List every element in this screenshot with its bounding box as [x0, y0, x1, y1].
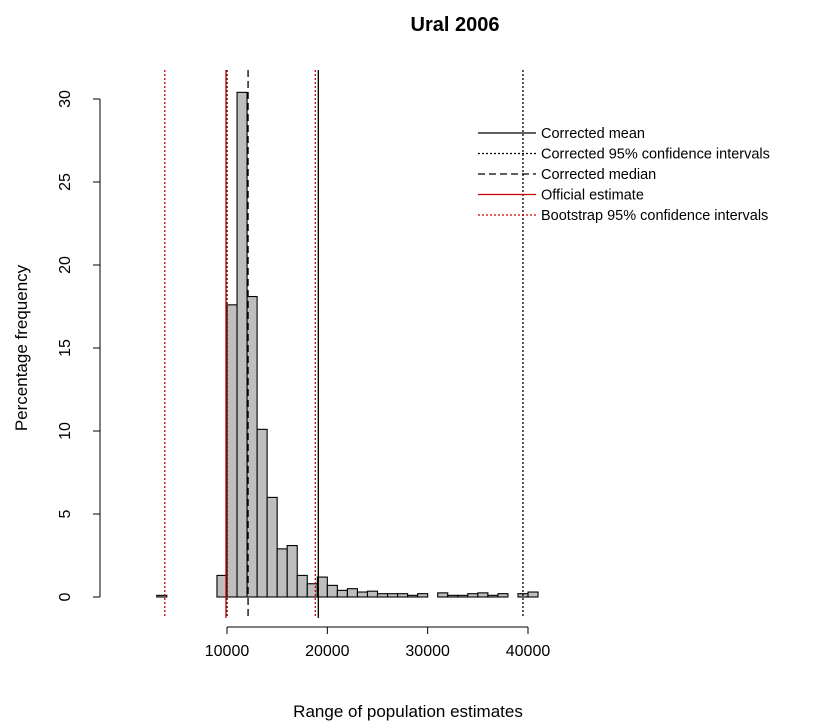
- histogram-bar: [346, 588, 358, 598]
- legend-label: Bootstrap 95% confidence intervals: [541, 208, 768, 224]
- legend-item: Corrected mean: [478, 126, 645, 142]
- y-tick-label: 10: [57, 422, 74, 440]
- histogram-bar: [407, 594, 419, 598]
- y-tick-label: 30: [57, 90, 74, 108]
- y-tick-label: 0: [57, 592, 74, 601]
- legend-item: Official estimate: [478, 188, 644, 204]
- y-tick-label: 20: [57, 256, 74, 274]
- histogram-bar: [527, 591, 539, 598]
- legend-label: Official estimate: [541, 188, 644, 204]
- y-tick-label: 25: [57, 173, 74, 191]
- histogram-bar: [336, 589, 348, 598]
- y-tick-label: 15: [57, 339, 74, 357]
- histogram-bar: [417, 593, 429, 598]
- histogram-bar: [266, 496, 278, 598]
- histogram-bar: [437, 592, 449, 598]
- legend-item: Corrected median: [478, 167, 656, 183]
- chart-title: Ural 2006: [411, 14, 500, 36]
- x-tick-label: 10000: [205, 643, 250, 660]
- histogram-bar: [386, 593, 399, 598]
- y-axis: 0 5 10 15 20 25 30: [57, 90, 101, 601]
- x-tick-label: 20000: [305, 643, 350, 660]
- legend-item: Corrected 95% confidence intervals: [478, 147, 770, 163]
- histogram-bar: [447, 594, 459, 598]
- histogram-bar: [236, 91, 248, 598]
- histogram-bar: [477, 592, 489, 598]
- y-tick-label: 5: [57, 509, 74, 518]
- legend-label: Corrected median: [541, 167, 656, 183]
- chart-legend: Corrected mean Corrected 95% confidence i…: [478, 126, 770, 224]
- histogram-bar: [156, 594, 168, 598]
- histogram-bar: [457, 594, 469, 598]
- histogram-bar: [356, 591, 369, 598]
- histogram-bar: [397, 593, 409, 598]
- x-axis-label: Range of population estimates: [293, 702, 523, 721]
- legend-label: Corrected 95% confidence intervals: [541, 147, 770, 163]
- histogram-bar: [296, 574, 308, 598]
- x-tick-label: 40000: [506, 643, 551, 660]
- histogram-bar: [497, 593, 509, 598]
- histogram-bar: [326, 584, 338, 598]
- reference-lines: [164, 70, 524, 618]
- x-tick-label: 30000: [405, 643, 450, 660]
- y-axis-label: Percentage frequency: [12, 264, 31, 431]
- histogram-bar: [256, 428, 268, 598]
- histogram-bar: [467, 593, 479, 598]
- histogram-bars: [156, 91, 539, 598]
- histogram-bar: [376, 593, 389, 598]
- x-axis: 10000 20000 30000 40000: [205, 626, 551, 660]
- histogram-bar: [487, 594, 499, 598]
- histogram-bar: [286, 544, 298, 598]
- histogram-bar: [226, 304, 238, 598]
- histogram-bar: [366, 590, 379, 598]
- histogram-bar: [276, 548, 288, 598]
- legend-item: Bootstrap 95% confidence intervals: [478, 208, 768, 224]
- legend-label: Corrected mean: [541, 126, 645, 142]
